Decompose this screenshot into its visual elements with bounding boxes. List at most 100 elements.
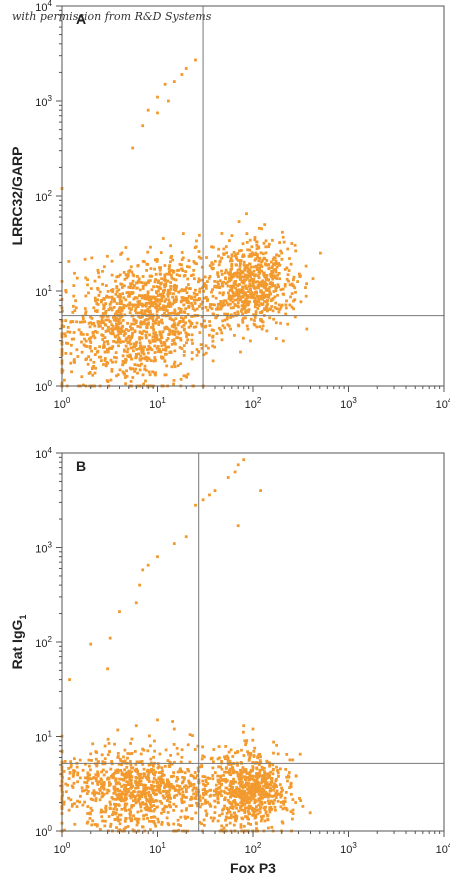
scatter-point (274, 268, 278, 271)
scatter-point (293, 286, 297, 290)
scatter-point (264, 779, 267, 783)
scatter-point (251, 253, 255, 257)
x-tick-label: 102 (245, 841, 262, 856)
scatter-point (229, 277, 233, 281)
scatter-point (211, 819, 215, 823)
scatter-point (174, 295, 178, 299)
scatter-point (251, 813, 254, 817)
scatter-point (155, 338, 159, 342)
scatter-point (185, 790, 188, 794)
scatter-point (117, 813, 121, 817)
scatter-point (202, 782, 205, 786)
scatter-point (234, 283, 238, 286)
scatter-point (224, 815, 228, 819)
scatter-point (115, 374, 118, 378)
scatter-point (91, 334, 95, 337)
scatter-point (190, 301, 193, 305)
scatter-point (146, 806, 150, 810)
scatter-point (292, 299, 295, 303)
scatter-point (253, 296, 256, 300)
scatter-point (208, 324, 212, 327)
scatter-point (83, 320, 87, 324)
scatter-point (285, 753, 289, 756)
scatter-point (258, 325, 262, 329)
scatter-point (134, 367, 138, 371)
scatter-point (96, 268, 100, 272)
scatter-point (162, 305, 166, 309)
scatter-point (245, 739, 249, 742)
scatter-point (180, 809, 184, 813)
scatter-point (286, 273, 290, 277)
scatter-point (240, 789, 243, 793)
scatter-point (145, 330, 149, 334)
scatter-point (289, 785, 293, 789)
scatter-point (206, 782, 210, 785)
scatter-point (248, 756, 252, 759)
scatter-point (138, 336, 141, 339)
scatter-point (242, 824, 246, 828)
panel-a-scatter-plot: 100101102103104100101102103104ALRRC32/GA… (9, 0, 450, 411)
scatter-point (143, 364, 147, 368)
scatter-point (134, 762, 138, 766)
scatter-point (160, 344, 164, 348)
scatter-point (137, 799, 141, 803)
scatter-point (99, 324, 102, 328)
scatter-point (142, 767, 146, 771)
scatter-point (179, 308, 183, 311)
scatter-point (171, 311, 175, 315)
scatter-point (228, 784, 232, 787)
scatter-point (126, 321, 129, 325)
scatter-point (228, 810, 232, 814)
scatter-point (232, 778, 236, 781)
scatter-point (108, 320, 112, 323)
scatter-point (148, 298, 151, 302)
scatter-point (248, 248, 252, 252)
scatter-point (232, 306, 235, 310)
scatter-point (252, 778, 256, 782)
scatter-point (262, 806, 266, 810)
scatter-point (220, 760, 223, 763)
scatter-point (188, 760, 192, 764)
scatter-point (130, 307, 133, 311)
scatter-point (159, 800, 162, 803)
scatter-point (246, 269, 250, 273)
scatter-point (291, 817, 294, 821)
scatter-point (168, 800, 172, 804)
scatter-point (216, 774, 220, 778)
scatter-point (211, 766, 215, 770)
scatter-point (172, 319, 176, 322)
scatter-point (231, 294, 235, 298)
scatter-point (117, 320, 121, 324)
scatter-point (113, 300, 116, 303)
scatter-point (150, 326, 153, 329)
scatter-point (253, 746, 257, 750)
scatter-point (258, 267, 261, 270)
scatter-point (243, 790, 247, 793)
scatter-point (233, 799, 237, 802)
scatter-point (173, 312, 177, 315)
scatter-point (141, 373, 145, 377)
scatter-point (140, 296, 144, 300)
scatter-point (146, 770, 149, 773)
scatter-point (133, 284, 136, 287)
scatter-point (184, 67, 188, 70)
scatter-point (108, 302, 112, 306)
scatter-point (71, 775, 75, 778)
scatter-point (163, 343, 166, 347)
scatter-point (186, 372, 190, 376)
scatter-point (222, 252, 225, 256)
scatter-point (127, 335, 131, 338)
scatter-point (168, 264, 171, 267)
scatter-point (220, 338, 224, 342)
scatter-point (84, 339, 88, 343)
scatter-point (252, 749, 256, 753)
scatter-point (134, 776, 138, 779)
scatter-point (227, 750, 231, 754)
scatter-point (108, 806, 112, 810)
scatter-point (226, 280, 230, 284)
scatter-point (164, 346, 168, 349)
scatter-point (144, 802, 148, 806)
scatter-point (99, 355, 103, 359)
scatter-point (246, 266, 249, 270)
scatter-point (242, 263, 246, 267)
